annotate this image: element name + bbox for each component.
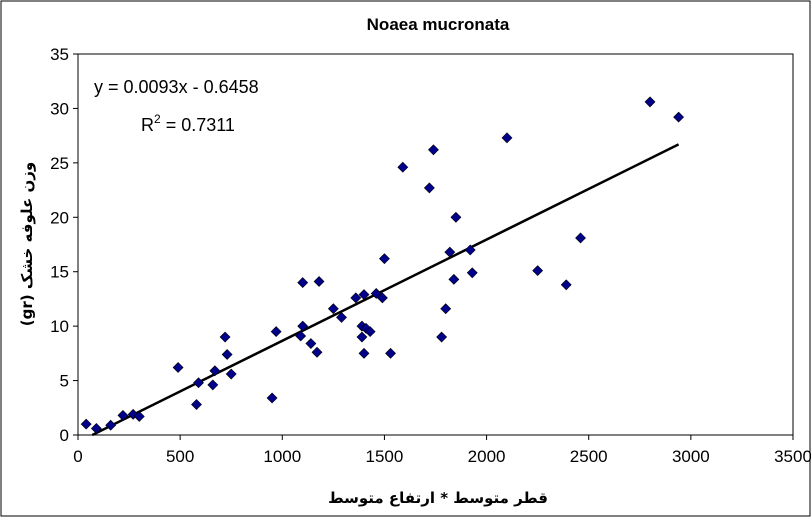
data-point [225,368,237,380]
data-point [105,419,117,431]
data-point [209,365,221,377]
data-point [133,411,145,422]
x-tick-label: 2000 [468,447,506,466]
data-point [305,338,317,349]
data-point [448,273,460,285]
data-point [385,347,396,359]
data-point [450,211,462,223]
data-point [297,277,309,289]
x-tick-label: 3000 [672,447,710,466]
data-point [644,96,656,108]
x-tick-label: 1500 [366,447,404,466]
data-point [266,392,278,404]
trendline [91,143,680,437]
data-point [295,330,307,342]
data-point [673,111,685,123]
data-point [172,362,184,373]
data-point [466,267,478,279]
x-tick-label: 2500 [570,447,608,466]
r-squared-value: = 0.7311 [161,115,235,135]
data-point [117,409,129,421]
r-squared-superscript: 2 [154,112,161,126]
data-point [428,144,439,156]
data-point [532,265,544,277]
data-point [436,331,448,343]
data-point [440,303,452,315]
x-tick-label: 0 [73,447,82,466]
trendline-equation: y = 0.0093x - 0.6458 [94,77,259,97]
data-point [358,347,370,359]
x-axis-ticks: 0 500 1000 1500 2000 2500 3000 3500 [73,435,811,466]
data-point [336,312,347,323]
data-point [379,253,390,265]
data-point [370,288,382,299]
data-points [80,96,685,434]
data-point [191,399,202,410]
x-axis-label: قطر متوسط * ارتفاع متوسط [328,489,548,507]
y-tick-label: 15 [50,263,69,282]
data-point [376,292,388,304]
data-point [575,232,586,244]
data-point [464,244,476,256]
x-tick-label: 500 [166,447,194,466]
y-tick-label: 0 [60,426,69,445]
data-point [219,331,231,343]
data-point [221,349,233,360]
chart-title: Noaea mucronata [367,15,510,34]
plot-area [77,53,794,436]
x-tick-label: 3500 [774,447,811,466]
data-point [297,320,309,332]
y-tick-label: 10 [50,317,69,336]
r-squared-prefix: R [141,115,154,135]
data-point [270,326,282,338]
data-point [207,379,219,391]
data-point [397,161,409,173]
y-tick-label: 30 [50,99,69,118]
data-point [364,326,376,338]
data-point [327,303,339,315]
data-point [444,246,456,258]
y-tick-label: 5 [60,372,69,391]
x-tick-label: 1000 [263,447,301,466]
r-squared-label: R2 = 0.7311 [141,112,235,135]
y-axis-label: وزن علوفه خشک (gr) [18,162,36,326]
data-point [313,276,325,287]
trendline-group [91,143,680,437]
data-point [501,132,513,144]
y-tick-label: 25 [50,154,69,173]
data-point [90,423,102,434]
y-tick-label: 20 [50,208,69,227]
data-point [80,418,92,430]
data-point [423,182,435,194]
y-axis-ticks: 0 5 10 15 20 25 30 35 [50,45,78,445]
data-point [311,346,323,358]
data-point [350,292,362,304]
data-point [358,289,370,300]
data-point [193,377,204,389]
y-tick-label: 35 [50,45,69,64]
data-point [356,331,368,343]
data-point [560,279,572,291]
